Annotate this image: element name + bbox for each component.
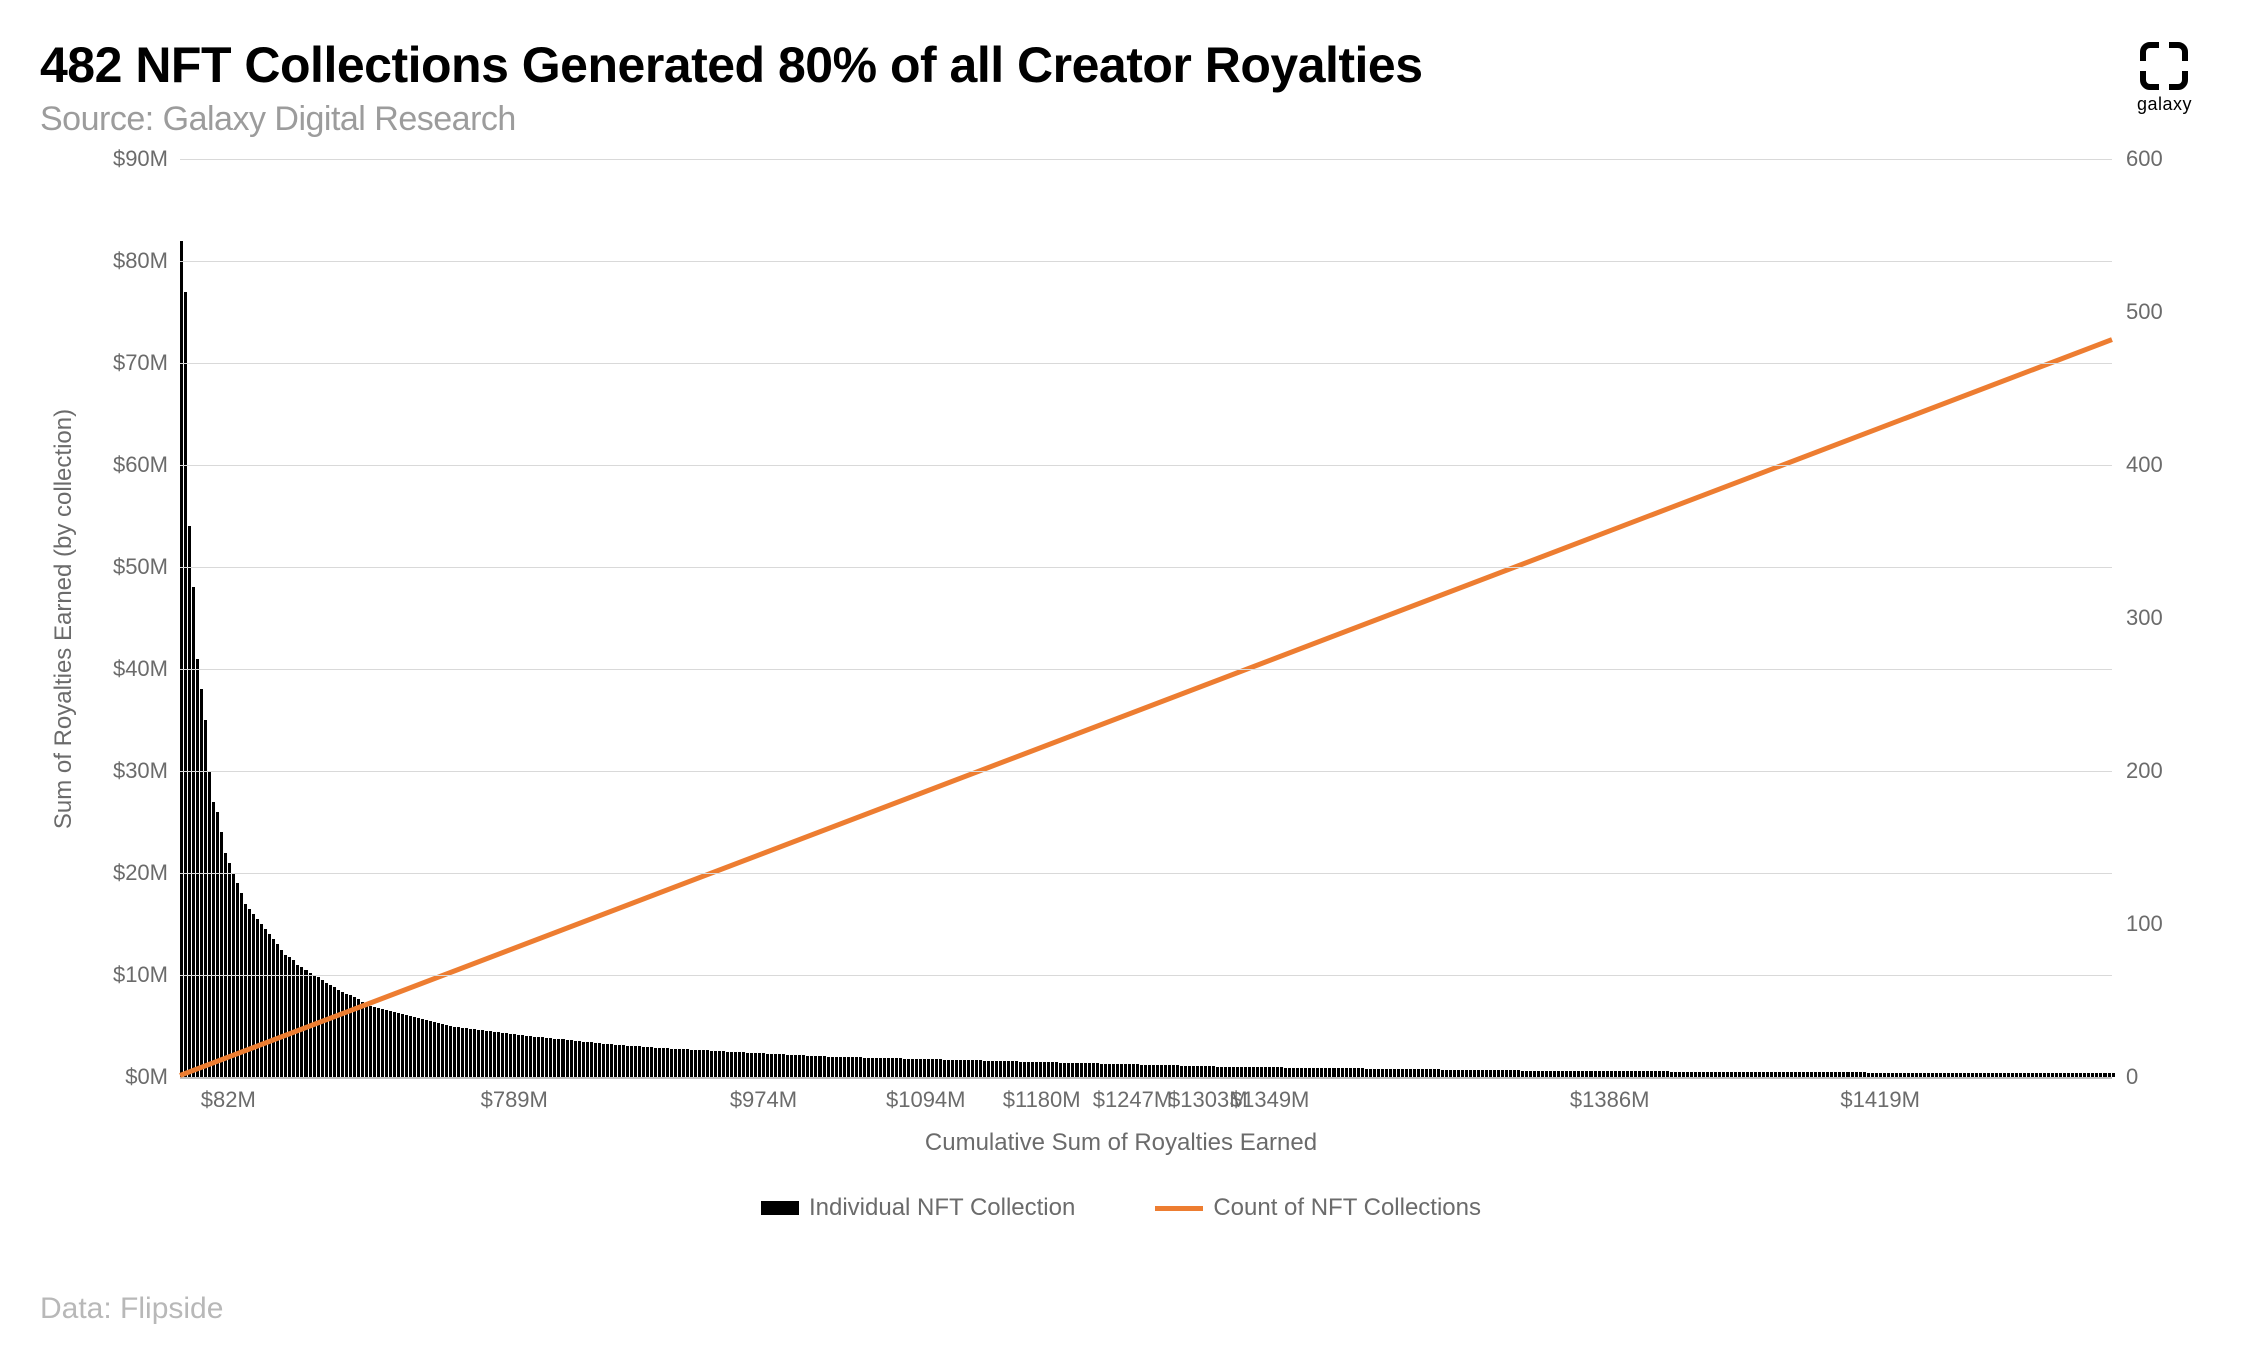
- x-tick: $1180M: [1003, 1087, 1081, 1113]
- y-left-tick: $80M: [113, 248, 180, 274]
- y-right-tick: 0: [2112, 1064, 2138, 1090]
- gridline: [180, 363, 2112, 364]
- y-left-tick: $30M: [113, 758, 180, 784]
- legend: Individual NFT Collection Count of NFT C…: [40, 1194, 2202, 1222]
- y-axis-left-label: Sum of Royalties Earned (by collection): [50, 409, 78, 829]
- y-left-tick: $50M: [113, 554, 180, 580]
- footer-attribution: Data: Flipside: [40, 1292, 223, 1326]
- line-overlay: [180, 159, 2112, 1077]
- legend-label-line: Count of NFT Collections: [1213, 1194, 1481, 1222]
- y-right-tick: 600: [2112, 146, 2163, 172]
- x-tick: $1247M: [1093, 1087, 1173, 1113]
- gridline: [180, 669, 2112, 670]
- legend-swatch-bar: [761, 1201, 799, 1215]
- x-tick: $1094M: [886, 1087, 966, 1113]
- y-left-tick: $60M: [113, 452, 180, 478]
- y-left-tick: $90M: [113, 146, 180, 172]
- y-right-tick: 500: [2112, 299, 2163, 325]
- legend-label-bars: Individual NFT Collection: [809, 1194, 1075, 1222]
- chart-subtitle: Source: Galaxy Digital Research: [40, 100, 2137, 139]
- y-right-tick: 300: [2112, 605, 2163, 631]
- y-left-tick: $40M: [113, 656, 180, 682]
- legend-item-line: Count of NFT Collections: [1155, 1194, 1481, 1222]
- chart-title: 482 NFT Collections Generated 80% of all…: [40, 36, 2137, 94]
- gridline: [180, 873, 2112, 874]
- gridline: [180, 159, 2112, 160]
- galaxy-logo: galaxy: [2137, 42, 2192, 115]
- y-right-tick: 100: [2112, 911, 2163, 937]
- y-right-tick: 400: [2112, 452, 2163, 478]
- chart-container: 482 NFT Collections Generated 80% of all…: [0, 0, 2242, 1354]
- chart-area: Sum of Royalties Earned (by collection) …: [40, 159, 2202, 1259]
- galaxy-logo-icon: [2140, 42, 2188, 90]
- x-tick: $1419M: [1840, 1087, 1920, 1113]
- gridline: [180, 465, 2112, 466]
- y-left-tick: $0M: [125, 1064, 180, 1090]
- y-left-tick: $10M: [113, 962, 180, 988]
- x-tick: $82M: [201, 1087, 256, 1113]
- x-tick: $1349M: [1230, 1087, 1310, 1113]
- x-tick: $1386M: [1570, 1087, 1650, 1113]
- gridline: [180, 771, 2112, 772]
- title-block: 482 NFT Collections Generated 80% of all…: [40, 36, 2137, 139]
- count-line: [180, 340, 2112, 1076]
- y-left-tick: $20M: [113, 860, 180, 886]
- gridline: [180, 975, 2112, 976]
- header: 482 NFT Collections Generated 80% of all…: [40, 36, 2202, 139]
- x-tick: $974M: [730, 1087, 797, 1113]
- x-axis-label: Cumulative Sum of Royalties Earned: [40, 1129, 2202, 1157]
- plot-area: $0M$10M$20M$30M$40M$50M$60M$70M$80M$90M0…: [180, 159, 2112, 1079]
- legend-item-bars: Individual NFT Collection: [761, 1194, 1075, 1222]
- y-left-tick: $70M: [113, 350, 180, 376]
- x-tick: $789M: [481, 1087, 548, 1113]
- gridline: [180, 567, 2112, 568]
- gridline: [180, 261, 2112, 262]
- legend-swatch-line: [1155, 1206, 1203, 1211]
- galaxy-logo-text: galaxy: [2137, 94, 2192, 115]
- y-right-tick: 200: [2112, 758, 2163, 784]
- x-ticks: $82M$789M$974M$1094M$1180M$1247M$1303M$1…: [180, 1087, 2112, 1115]
